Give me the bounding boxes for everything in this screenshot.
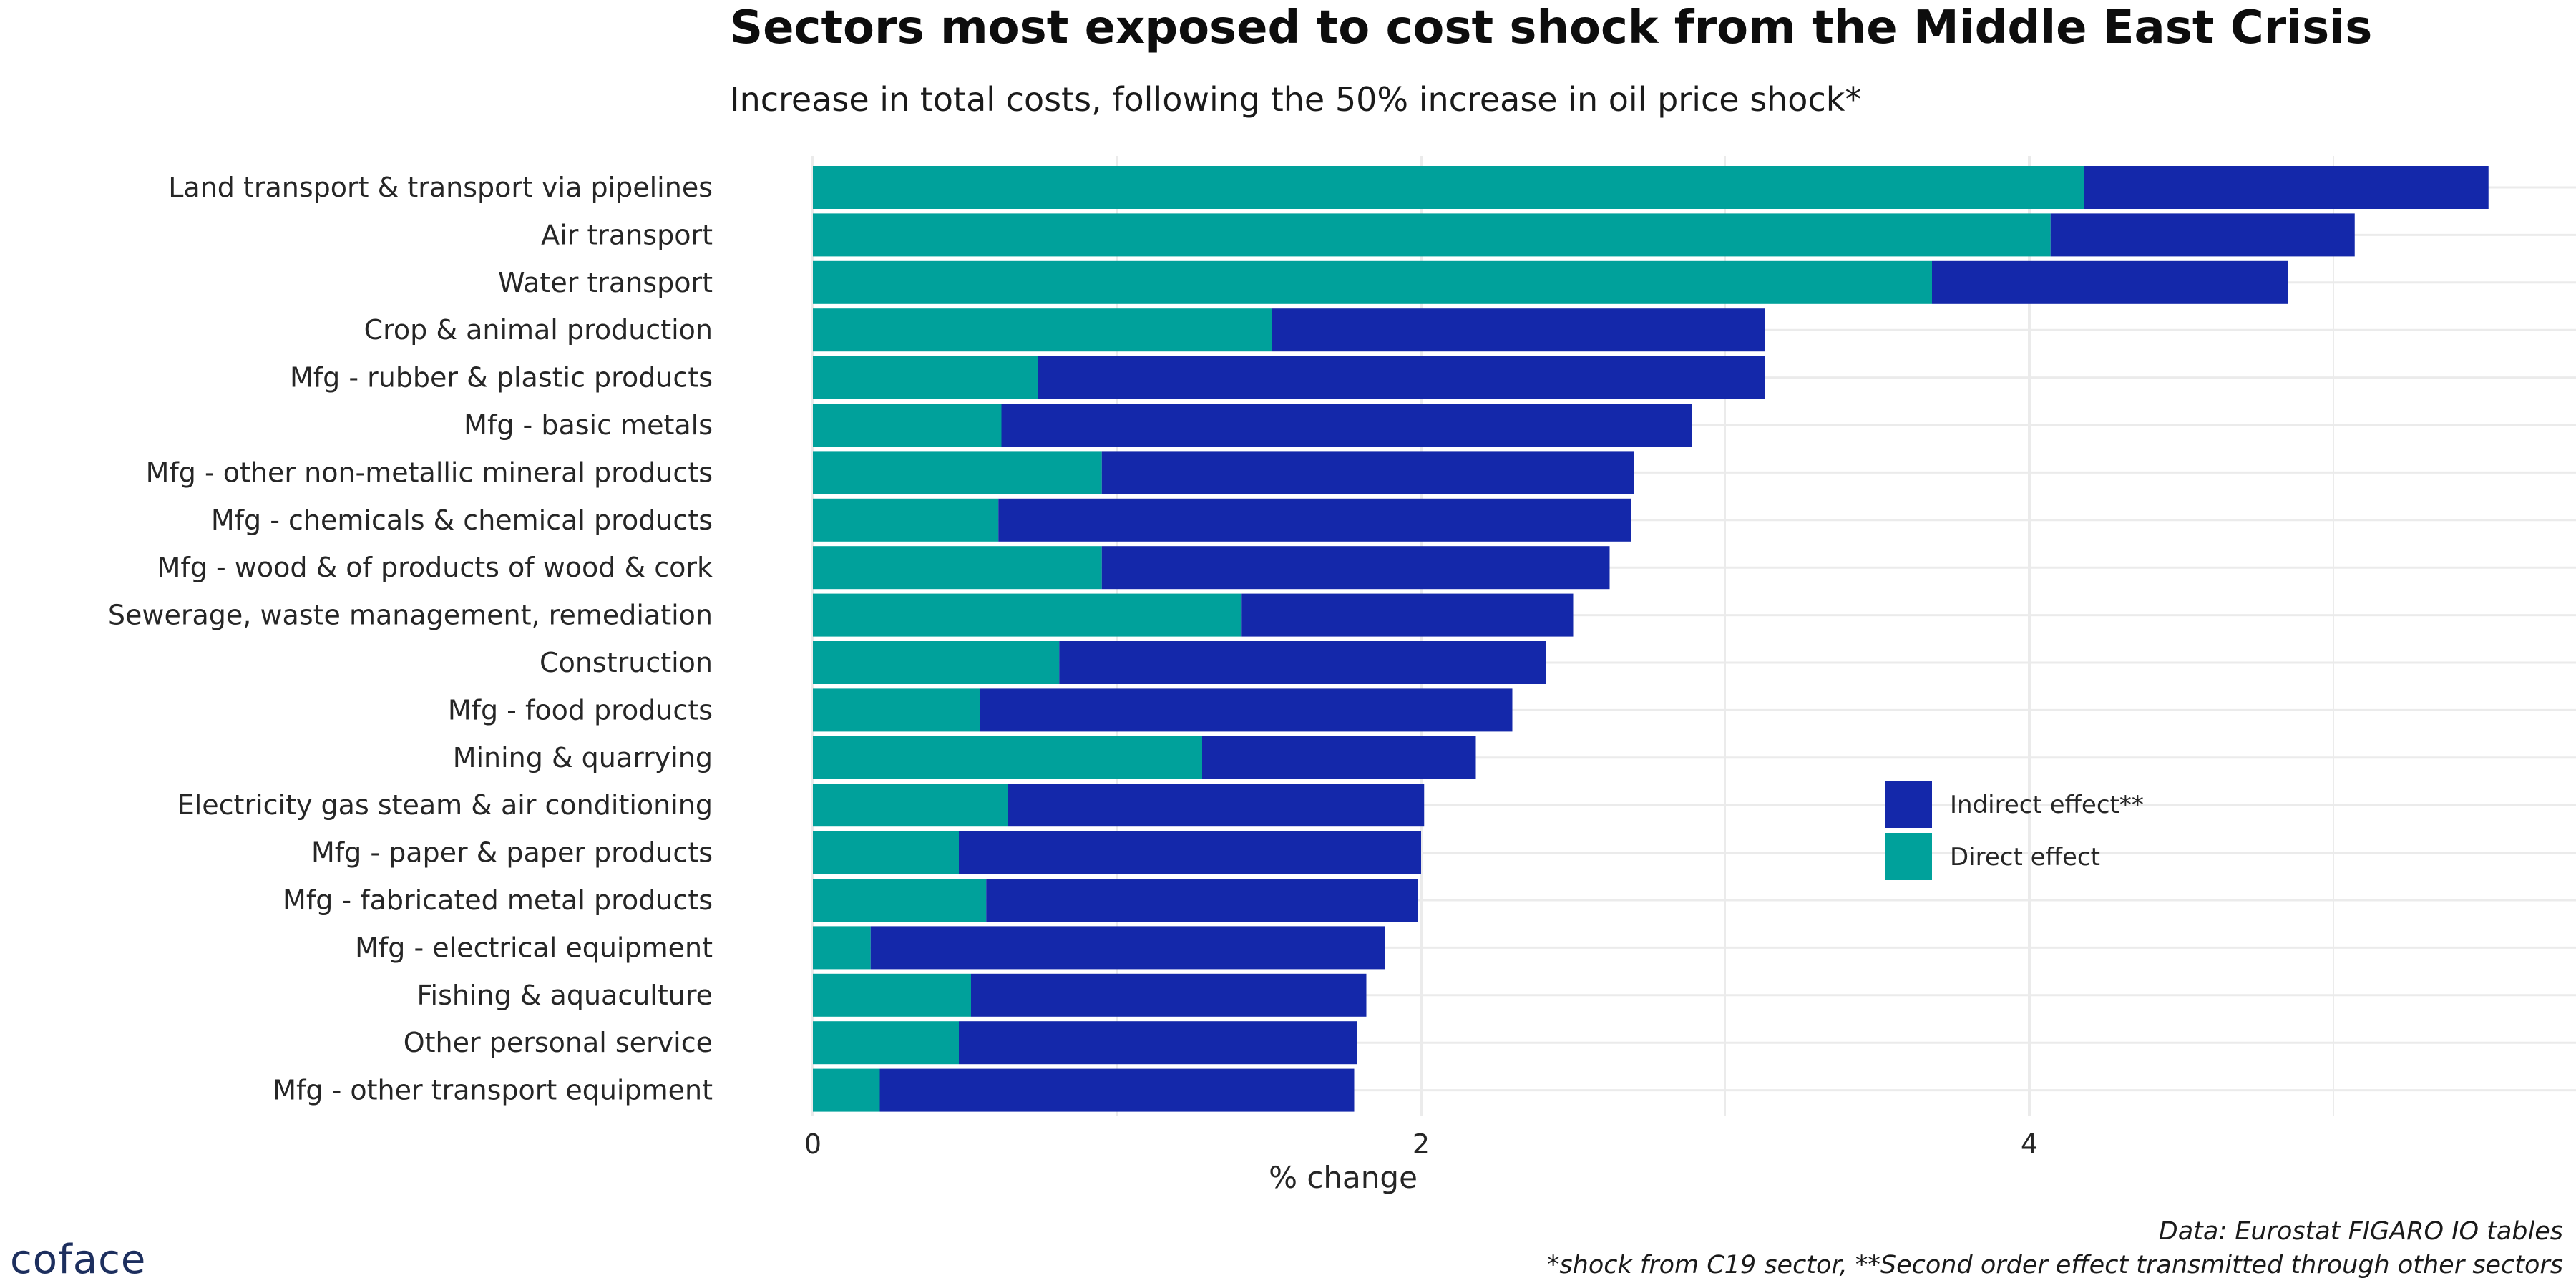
legend-swatch-indirect	[1885, 781, 1932, 828]
bar-indirect-effect	[870, 926, 1385, 970]
bar-direct-effect	[813, 784, 1008, 827]
caption: Data: Eurostat FIGARO IO tables *shock f…	[1547, 1215, 2563, 1282]
category-label: Mfg - wood & of products of wood & cork	[157, 552, 713, 583]
bar-direct-effect	[813, 213, 2051, 257]
bar-indirect-effect	[879, 1068, 1355, 1112]
bar-indirect-effect	[1241, 593, 1574, 637]
category-label: Electricity gas steam & air conditioning	[177, 789, 713, 821]
bar-indirect-effect	[1038, 356, 1765, 399]
bar-direct-effect	[813, 356, 1038, 399]
category-label: Mfg - basic metals	[464, 409, 713, 441]
legend-swatch-direct	[1885, 833, 1932, 880]
x-axis-title: % change	[1269, 1160, 1418, 1195]
bar-direct-effect	[813, 688, 980, 732]
category-label: Mfg - electrical equipment	[355, 932, 713, 963]
category-label: Mfg - chemicals & chemical products	[211, 504, 713, 536]
page-title: Sectors most exposed to cost shock from …	[730, 1, 2373, 54]
category-label: Mfg - paper & paper products	[311, 837, 713, 869]
bar-indirect-effect	[959, 831, 1421, 874]
bar-direct-effect	[813, 546, 1102, 590]
bar-indirect-effect	[1059, 641, 1546, 684]
bar-direct-effect	[813, 1068, 880, 1112]
bar-indirect-effect	[1101, 546, 1610, 590]
bar-indirect-effect	[1101, 451, 1634, 494]
caption-footnote: *shock from C19 sector, **Second order e…	[1546, 1251, 2563, 1279]
category-label: Sewerage, waste management, remediation	[108, 600, 713, 631]
bar-indirect-effect	[1272, 308, 1765, 352]
category-label: Land transport & transport via pipelines	[168, 172, 713, 203]
bars	[813, 166, 2489, 1112]
x-tick-label: 0	[804, 1128, 821, 1160]
category-label: Mfg - other transport equipment	[273, 1075, 713, 1106]
bar-indirect-effect	[1008, 784, 1425, 827]
page-subtitle: Increase in total costs, following the 5…	[730, 80, 1862, 119]
category-label: Mining & quarrying	[453, 742, 713, 774]
bar-indirect-effect	[959, 1021, 1357, 1065]
category-label: Fishing & aquaculture	[416, 980, 713, 1011]
bar-indirect-effect	[1932, 260, 2288, 304]
category-label: Construction	[540, 647, 713, 678]
bar-direct-effect	[813, 831, 959, 874]
x-tick-labels: 0 2 4	[804, 1128, 2038, 1160]
category-label: Air transport	[541, 219, 713, 250]
category-label: Mfg - fabricated metal products	[283, 884, 713, 916]
category-label: Mfg - other non-metallic mineral product…	[146, 457, 713, 488]
bar-indirect-effect	[971, 973, 1367, 1017]
category-label: Mfg - food products	[448, 694, 713, 726]
bar-indirect-effect	[986, 879, 1418, 922]
bar-indirect-effect	[2050, 213, 2355, 257]
bar-direct-effect	[813, 166, 2084, 209]
legend: Indirect effect** Direct effect	[1885, 781, 2144, 880]
bar-indirect-effect	[998, 498, 1631, 542]
bar-indirect-effect	[980, 688, 1513, 732]
category-label: Mfg - rubber & plastic products	[290, 362, 713, 394]
bar-indirect-effect	[1001, 404, 1692, 447]
legend-label-indirect: Indirect effect**	[1950, 791, 2144, 819]
category-label: Other personal service	[404, 1027, 713, 1058]
bar-direct-effect	[813, 260, 1932, 304]
category-label: Crop & animal production	[364, 314, 713, 346]
bar-direct-effect	[813, 1021, 959, 1065]
legend-label-direct: Direct effect	[1950, 843, 2100, 872]
category-label: Water transport	[498, 267, 713, 298]
bar-direct-effect	[813, 451, 1102, 494]
bar-indirect-effect	[2084, 166, 2489, 209]
coface-logo: coface	[10, 1236, 147, 1283]
x-tick-label: 2	[1413, 1128, 1430, 1160]
bar-direct-effect	[813, 308, 1272, 352]
bar-direct-effect	[813, 879, 987, 922]
category-labels: Land transport & transport via pipelines…	[108, 172, 713, 1106]
bar-direct-effect	[813, 973, 971, 1017]
x-tick-label: 4	[2021, 1128, 2038, 1160]
bar-direct-effect	[813, 641, 1060, 684]
bar-indirect-effect	[1202, 736, 1476, 779]
bar-direct-effect	[813, 593, 1242, 637]
bar-direct-effect	[813, 404, 1002, 447]
bar-direct-effect	[813, 926, 871, 970]
bar-direct-effect	[813, 498, 999, 542]
bar-direct-effect	[813, 736, 1202, 779]
caption-source: Data: Eurostat FIGARO IO tables	[2158, 1217, 2563, 1246]
